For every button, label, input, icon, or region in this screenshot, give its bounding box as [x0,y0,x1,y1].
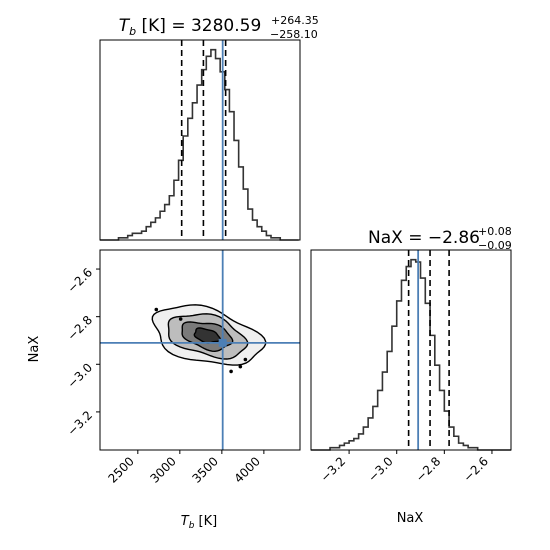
joint-ytick-label-0: −3.2 [65,408,96,439]
joint-ytick-label-1: −3.0 [65,361,96,392]
nax-title: NaX = −2.86 [368,228,480,248]
nax-xtick-label-3: −2.6 [461,454,492,485]
x-axis-label-nax: NaX [397,511,424,526]
joint-ytick-label-2: −2.8 [65,313,96,344]
tb-title-lower: −258.10 [270,28,318,41]
nax-histogram-panel: −3.2 −3.0 −2.8 −2.6 [310,249,512,485]
nax-title-lower: −0.09 [478,239,512,252]
joint-xtick-label-0: 2500 [105,454,136,485]
tb-title-upper: +264.35 [271,14,319,27]
tb-hist-step [100,48,299,241]
joint-sample-point-1 [178,317,183,321]
joint-xtick-label-2: 3500 [189,454,220,485]
nax-xtick-label-0: −3.2 [318,454,349,485]
nax-frame [310,249,512,451]
y-axis-label-nax: NaX [27,336,42,363]
joint-xtick-label-1: 3000 [147,454,178,485]
joint-xtick-label-3: 4000 [231,454,262,485]
joint-sample-point-4 [229,369,233,374]
nax-hist-step [311,258,511,451]
joint-sample-point-3 [243,357,248,362]
joint-ytick-label-3: −2.6 [65,265,96,296]
joint-sample-point-0 [154,307,159,312]
nax-title-upper: +0.08 [478,225,512,238]
joint-sample-point-2 [238,364,243,369]
tb-title: Tb [K] = 3280.59 [119,16,262,38]
joint-density-panel: 2500 3000 3500 4000 −3.2 −3.0 −2.8 −2.6 [65,249,301,486]
tb-histogram-panel [99,39,301,241]
joint-truth-marker [218,338,227,347]
x-axis-label-tb: Tb [K] [181,514,217,531]
nax-xtick-label-2: −2.8 [413,454,444,485]
tb-frame [99,39,301,241]
nax-xtick-label-1: −3.0 [365,454,396,485]
joint-frame [99,249,301,451]
